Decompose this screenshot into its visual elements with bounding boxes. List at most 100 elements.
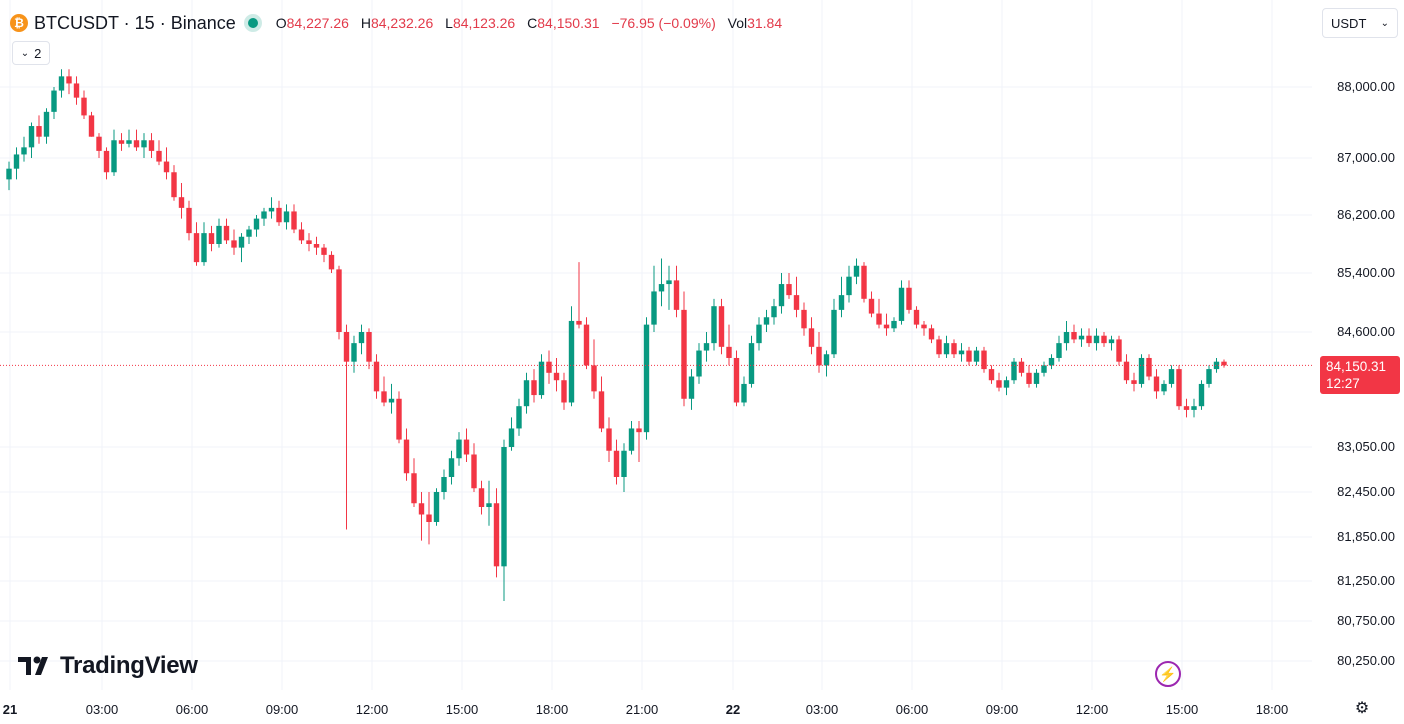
candle[interactable] [328,251,335,273]
candle[interactable] [681,291,687,407]
candle[interactable] [1176,365,1182,410]
candle[interactable] [88,111,95,137]
candle[interactable] [163,147,170,180]
candle[interactable] [291,204,297,234]
candle[interactable] [598,376,605,433]
candle[interactable] [1033,369,1040,388]
candle[interactable] [1116,335,1122,366]
candle[interactable] [846,265,852,303]
candle[interactable] [456,432,462,466]
candle[interactable] [478,480,485,515]
candle[interactable] [748,335,755,388]
candle[interactable] [238,233,245,263]
candle[interactable] [1146,354,1152,381]
candle[interactable] [718,298,725,355]
candle[interactable] [786,273,792,299]
candle[interactable] [583,317,590,370]
candle[interactable] [36,115,42,144]
candle[interactable] [193,222,200,266]
candle[interactable] [148,133,155,158]
candle[interactable] [433,488,440,526]
candle[interactable] [996,372,1002,392]
market-open-indicator[interactable] [247,18,258,28]
candle[interactable] [276,200,282,226]
candle[interactable] [876,298,882,329]
candle[interactable] [103,147,110,180]
candle[interactable] [981,346,987,373]
candle[interactable] [81,90,87,119]
candle[interactable] [1093,328,1100,351]
candle[interactable] [126,129,132,148]
candle[interactable] [178,182,185,219]
candle[interactable] [358,324,365,355]
candle[interactable] [546,350,552,384]
candle[interactable] [553,357,560,392]
candle[interactable] [246,225,252,244]
candle[interactable] [1078,328,1085,347]
candle[interactable] [568,306,575,407]
candle[interactable] [1086,328,1092,347]
candle[interactable] [651,265,657,332]
candle[interactable] [1011,357,1017,384]
candle[interactable] [28,122,35,159]
candle[interactable] [201,222,207,266]
candle[interactable] [1168,365,1175,388]
candle[interactable] [868,291,875,318]
candle[interactable] [501,439,507,601]
candle[interactable] [531,369,537,403]
candle[interactable] [21,136,27,162]
candle[interactable] [418,492,425,541]
candle[interactable] [1003,376,1010,396]
gear-icon[interactable]: ⚙ [1354,700,1370,717]
candle[interactable] [508,417,515,451]
candle[interactable] [156,140,162,166]
candle[interactable] [381,376,387,407]
candle[interactable] [1048,354,1055,370]
candle[interactable] [816,332,822,373]
candle[interactable] [576,262,582,329]
candle[interactable] [1153,369,1160,399]
candle[interactable] [66,69,72,95]
candle[interactable] [936,335,942,358]
candle[interactable] [853,258,860,285]
candle[interactable] [73,76,80,105]
candle[interactable] [253,215,260,237]
candle[interactable] [711,298,717,351]
candle[interactable] [1221,359,1227,368]
candle[interactable] [1138,354,1145,388]
candle[interactable] [1131,372,1137,392]
candle[interactable] [336,265,342,340]
candle[interactable] [268,197,275,219]
candle[interactable] [733,350,740,407]
candle[interactable] [763,309,770,332]
candle[interactable] [951,339,957,358]
candle[interactable] [441,469,447,500]
candle[interactable] [1101,332,1107,347]
candle[interactable] [1026,365,1032,388]
candle[interactable] [1213,357,1220,373]
candle[interactable] [1191,398,1197,418]
candle[interactable] [628,421,635,455]
lightning-icon[interactable]: ⚡ [1155,661,1181,687]
candle[interactable] [223,218,230,244]
candle[interactable] [43,108,50,144]
candle[interactable] [613,439,620,485]
candle[interactable] [666,265,672,310]
candle[interactable] [1018,357,1025,377]
candle[interactable] [966,346,972,366]
candle[interactable] [186,200,192,241]
candle[interactable] [756,317,762,351]
candle[interactable] [216,218,222,248]
candle[interactable] [411,458,417,507]
candle[interactable] [891,317,897,332]
candle[interactable] [486,480,492,526]
candle[interactable] [321,244,327,263]
candle[interactable] [838,276,845,318]
candle[interactable] [538,354,545,399]
candle[interactable] [1198,380,1205,410]
candle[interactable] [493,488,500,578]
candle[interactable] [111,129,117,176]
candle[interactable] [561,372,567,410]
candle[interactable] [13,147,20,180]
